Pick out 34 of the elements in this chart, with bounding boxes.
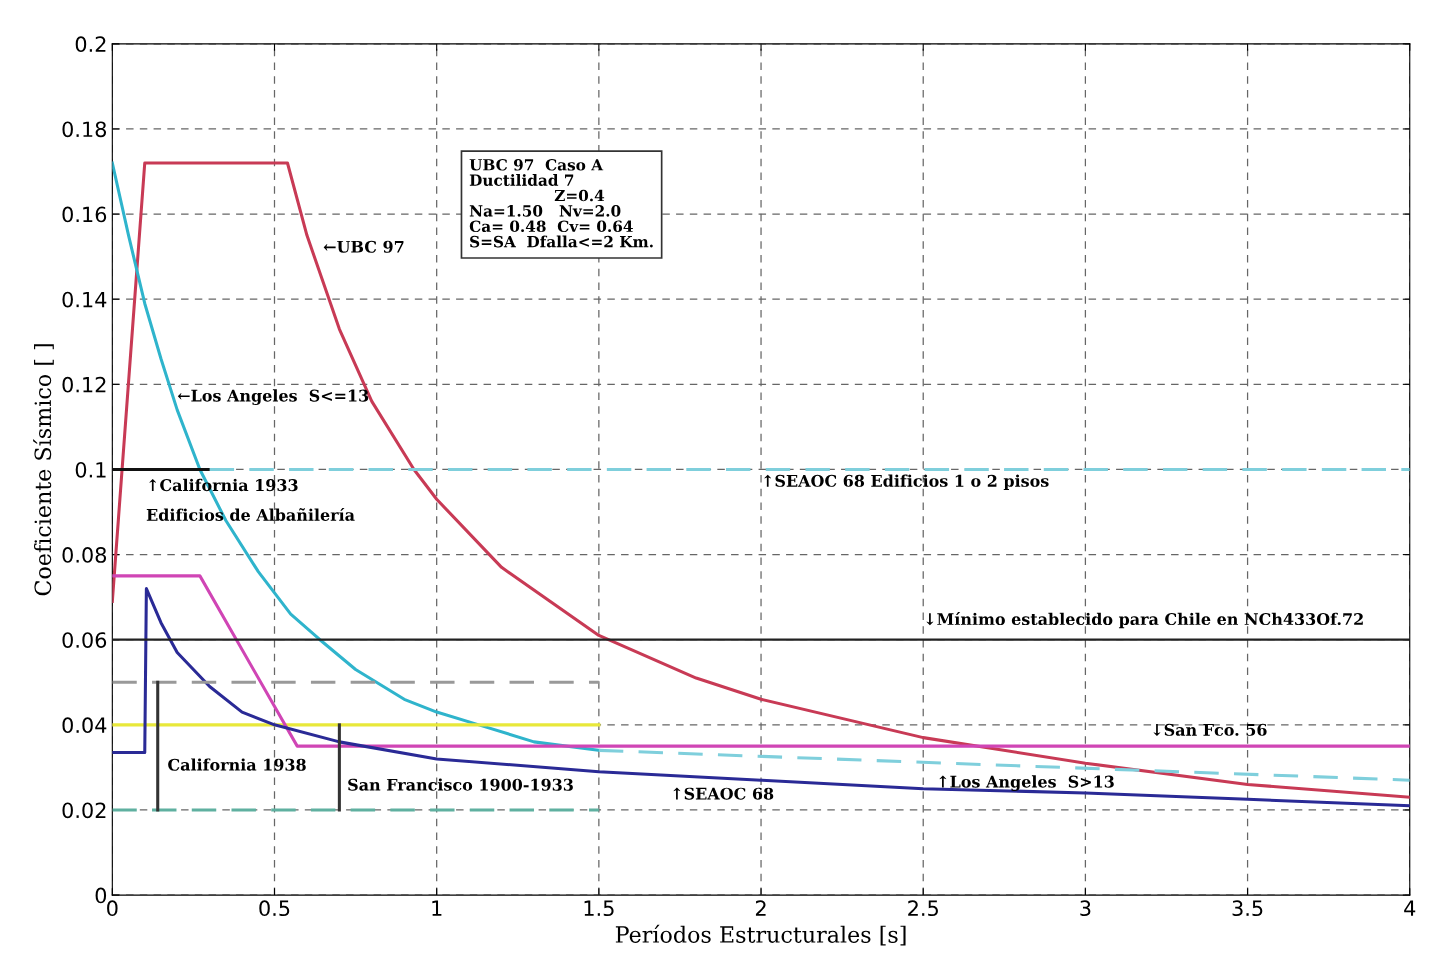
- y-tick-label: 0.02: [62, 802, 106, 819]
- x-tick-label: 0: [107, 900, 118, 917]
- annotation: Edificios de Albañilería: [146, 507, 355, 521]
- annotation: San Francisco 1900-1933: [348, 778, 573, 791]
- line-series: [112, 587, 1410, 808]
- annotation: ↓Mínimo establecido para Chile en NCh433Of.72: [926, 612, 1363, 629]
- y-tick-label: 0.04: [62, 717, 107, 734]
- y-tick-label: 0.16: [62, 206, 107, 223]
- x-axis-title: Períodos Estructurales [s]: [615, 924, 906, 946]
- y-tick-label: 0.14: [62, 291, 107, 308]
- annotation: California 1938: [168, 758, 306, 771]
- x-tick-label: 4: [1404, 900, 1416, 916]
- annotation: ↑SEAOC 68 Edificios 1 o 2 pisos: [764, 474, 1049, 490]
- line-series: [112, 161, 1410, 799]
- annotation: ←UBC 97: [323, 240, 404, 253]
- annotation: UBC 97 Caso A Ductilidad 7 Z=0.4 Na=1.50 Nv=2.0 Ca= 0.48 Cv= 0.64 S=SA Dfalla<=2 Km.: [469, 159, 653, 248]
- y-tick-label: 0.06: [62, 632, 107, 648]
- y-tick-label: 0.2: [75, 36, 106, 53]
- x-tick-label: 1: [432, 900, 442, 916]
- y-tick-label: 0.18: [62, 121, 107, 138]
- x-tick-label: 1.5: [584, 900, 614, 917]
- y-axis-title: Coeficiente Sísmico [ ]: [33, 344, 54, 596]
- y-tick-label: 0.1: [75, 461, 106, 478]
- y-tick-label: 0.08: [62, 547, 107, 563]
- annotation: ↑SEAOC 68: [673, 787, 774, 800]
- y-tick-label: 0: [95, 887, 107, 904]
- annotation: ←Los Angeles S<=13: [177, 389, 369, 405]
- x-tick-label: 0.5: [259, 900, 290, 917]
- x-tick-label: 2: [755, 900, 766, 916]
- annotation: ↓San Fco. 56: [1153, 723, 1267, 736]
- x-tick-label: 3.5: [1232, 900, 1263, 917]
- x-tick-label: 2.5: [908, 900, 938, 917]
- x-tick-label: 3: [1080, 900, 1091, 917]
- y-tick-label: 0.12: [62, 376, 106, 393]
